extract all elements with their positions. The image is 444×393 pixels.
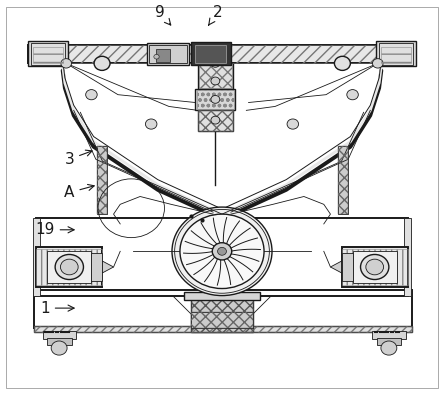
Bar [379, 43, 413, 65]
Bar [376, 41, 416, 66]
Text: 9: 9 [155, 5, 170, 25]
Circle shape [61, 59, 71, 68]
Circle shape [146, 119, 157, 129]
Bar [338, 145, 348, 214]
Bar [341, 249, 408, 285]
Bar [28, 41, 68, 66]
Circle shape [211, 95, 220, 103]
Circle shape [180, 214, 264, 288]
Circle shape [211, 59, 220, 67]
Polygon shape [103, 261, 114, 273]
Bar [97, 145, 107, 214]
Circle shape [51, 341, 67, 355]
Bar [195, 45, 226, 62]
Bar [34, 290, 412, 328]
Bar [149, 45, 186, 63]
Polygon shape [330, 261, 341, 273]
Circle shape [172, 207, 272, 296]
Bar [36, 218, 408, 296]
Circle shape [211, 116, 220, 124]
Circle shape [55, 254, 83, 279]
Circle shape [211, 77, 220, 85]
Text: 2: 2 [209, 5, 222, 25]
Bar [191, 312, 253, 328]
Circle shape [60, 259, 78, 275]
Circle shape [95, 59, 106, 68]
Bar [47, 251, 91, 283]
Circle shape [86, 90, 97, 100]
Circle shape [218, 248, 226, 255]
Bar [34, 326, 412, 332]
Circle shape [373, 59, 383, 68]
Circle shape [338, 59, 349, 68]
Bar [184, 292, 260, 300]
Circle shape [347, 90, 358, 100]
Circle shape [287, 119, 298, 129]
Bar [34, 326, 412, 332]
Circle shape [94, 56, 110, 70]
Bar [198, 63, 233, 89]
Bar [341, 253, 353, 281]
Text: A: A [64, 184, 94, 200]
Text: 1: 1 [40, 301, 74, 316]
Bar [47, 338, 71, 345]
Bar [404, 218, 411, 296]
Bar [191, 312, 253, 328]
Bar [156, 49, 170, 62]
Bar [97, 145, 107, 214]
Bar [36, 248, 103, 286]
Bar [377, 338, 401, 345]
Circle shape [361, 254, 389, 279]
Bar [147, 43, 189, 65]
Bar [198, 110, 233, 131]
Circle shape [334, 56, 350, 70]
Text: 19: 19 [35, 222, 74, 237]
Bar [191, 298, 253, 332]
Bar [198, 110, 233, 131]
Bar [33, 218, 40, 296]
Bar [373, 331, 406, 340]
Bar [31, 43, 65, 65]
Bar [199, 64, 232, 88]
Circle shape [381, 341, 397, 355]
Bar [195, 89, 235, 110]
Bar [36, 249, 103, 285]
Bar [43, 331, 76, 340]
Bar [91, 253, 103, 281]
Bar [191, 42, 231, 65]
Bar [28, 44, 416, 63]
Circle shape [154, 54, 159, 59]
Bar [381, 47, 412, 63]
Text: 3: 3 [64, 150, 92, 167]
Bar [197, 90, 234, 109]
Bar [341, 248, 408, 286]
Bar [191, 298, 253, 332]
Bar [32, 47, 63, 63]
Bar [338, 145, 348, 214]
Circle shape [212, 243, 232, 260]
Circle shape [366, 259, 384, 275]
Bar [28, 44, 416, 63]
Bar [353, 251, 397, 283]
